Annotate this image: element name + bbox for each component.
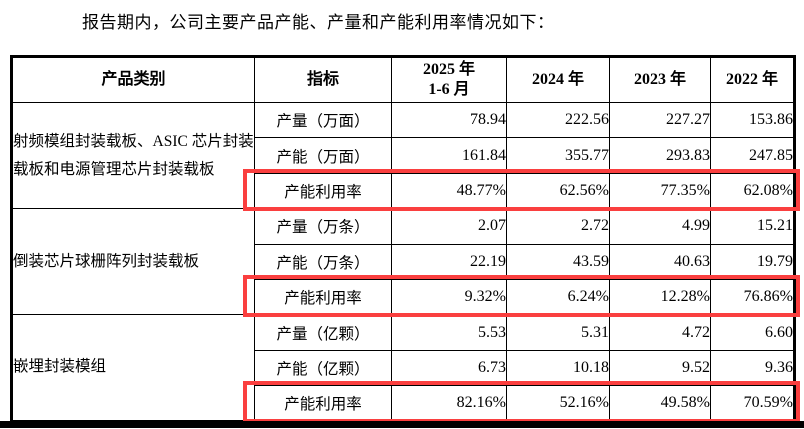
- value-cell: 48.77%: [391, 172, 507, 210]
- value-cell: 9.52: [609, 349, 711, 387]
- metric-cell: 产能利用率: [254, 385, 392, 422]
- value-cell: 10.18: [506, 349, 610, 387]
- value-cell: 222.56: [506, 101, 610, 139]
- header-2022: 2022 年: [710, 56, 795, 103]
- value-cell: 355.77: [506, 137, 610, 174]
- bottom-black-bar: [0, 421, 804, 428]
- value-cell: 9.32%: [391, 278, 507, 316]
- table-row: 产能（万面） 161.84 355.77 293.83 247.85: [12, 137, 795, 174]
- metric-cell: 产能（万面）: [254, 137, 392, 174]
- value-cell: 161.84: [391, 137, 507, 174]
- value-cell: 5.31: [506, 314, 610, 351]
- metric-cell: 产量（亿颗）: [254, 314, 392, 351]
- value-cell: 6.24%: [506, 278, 610, 316]
- value-cell: 6.73: [391, 349, 507, 387]
- metric-cell: 产能利用率: [254, 278, 392, 316]
- table-header-row: 产品类别 指标 2025 年 1-6 月 2024 年 2023 年 2022 …: [11, 56, 795, 103]
- metric-cell: 产能（亿颗）: [254, 349, 392, 387]
- value-cell: 82.16%: [391, 385, 507, 422]
- value-cell: 77.35%: [609, 172, 711, 210]
- value-cell: 49.58%: [609, 385, 711, 422]
- metric-cell: 产能（万条）: [254, 243, 392, 280]
- value-cell: 6.60: [710, 314, 795, 351]
- table-row: 产能（亿颗） 6.73 10.18 9.52 9.36: [12, 349, 795, 387]
- value-cell: 153.86: [710, 101, 795, 139]
- value-cell: 5.53: [391, 314, 507, 351]
- value-cell: 70.59%: [710, 385, 795, 422]
- value-cell: 15.21: [710, 208, 795, 245]
- table-row-utilization: 产能利用率 9.32% 6.24% 12.28% 76.86%: [12, 278, 795, 316]
- table-row: 倒装芯片球栅阵列封装载板 产量（万条） 2.07 2.72 4.99 15.21: [11, 208, 795, 316]
- capacity-utilization-table: 产品类别 指标 2025 年 1-6 月 2024 年 2023 年 2022 …: [10, 55, 796, 423]
- category-cell-rf-modules: 射频模组封装载板、ASIC 芯片封装载板和电源管理芯片封装载板: [11, 101, 255, 210]
- metric-cell: 产量（万条）: [254, 208, 392, 245]
- value-cell: 62.08%: [710, 172, 795, 210]
- table-row: 嵌埋封装模组 产量（亿颗） 5.53 5.31 4.72 6.60: [11, 314, 795, 422]
- value-cell: 2.72: [506, 208, 610, 245]
- header-2025h1: 2025 年 1-6 月: [391, 56, 507, 103]
- value-cell: 2.07: [391, 208, 507, 245]
- value-cell: 9.36: [710, 349, 795, 387]
- value-cell: 4.72: [609, 314, 711, 351]
- value-cell: 40.63: [609, 243, 711, 280]
- value-cell: 247.85: [710, 137, 795, 174]
- header-metric: 指标: [254, 56, 392, 103]
- value-cell: 12.28%: [609, 278, 711, 316]
- header-2024: 2024 年: [506, 56, 610, 103]
- value-cell: 43.59: [506, 243, 610, 280]
- metric-cell: 产能利用率: [254, 172, 392, 210]
- header-2025h1-line1: 2025 年: [422, 61, 475, 78]
- header-product-category: 产品类别: [11, 56, 255, 103]
- value-cell: 227.27: [609, 101, 711, 139]
- header-2023: 2023 年: [609, 56, 711, 103]
- table-row-utilization: 产能利用率 48.77% 62.56% 77.35% 62.08%: [12, 172, 795, 210]
- table-row-utilization: 产能利用率 82.16% 52.16% 49.58% 70.59%: [12, 385, 795, 422]
- table-row: 产能（万条） 22.19 43.59 40.63 19.79: [12, 243, 795, 280]
- category-cell-embedded-modules: 嵌埋封装模组: [11, 314, 255, 422]
- value-cell: 62.56%: [506, 172, 610, 210]
- value-cell: 78.94: [391, 101, 507, 139]
- value-cell: 22.19: [391, 243, 507, 280]
- value-cell: 4.99: [609, 208, 711, 245]
- table-row: 射频模组封装载板、ASIC 芯片封装载板和电源管理芯片封装载板 产量（万面） 7…: [11, 101, 795, 210]
- value-cell: 52.16%: [506, 385, 610, 422]
- intro-text: 报告期内，公司主要产品产能、产量和产能利用率情况如下：: [82, 13, 555, 32]
- value-cell: 76.86%: [710, 278, 795, 316]
- value-cell: 293.83: [609, 137, 711, 174]
- category-cell-fcbga: 倒装芯片球栅阵列封装载板: [11, 208, 255, 316]
- value-cell: 19.79: [710, 243, 795, 280]
- metric-cell: 产量（万面）: [254, 101, 392, 139]
- header-2025h1-line2: 1-6 月: [428, 81, 470, 98]
